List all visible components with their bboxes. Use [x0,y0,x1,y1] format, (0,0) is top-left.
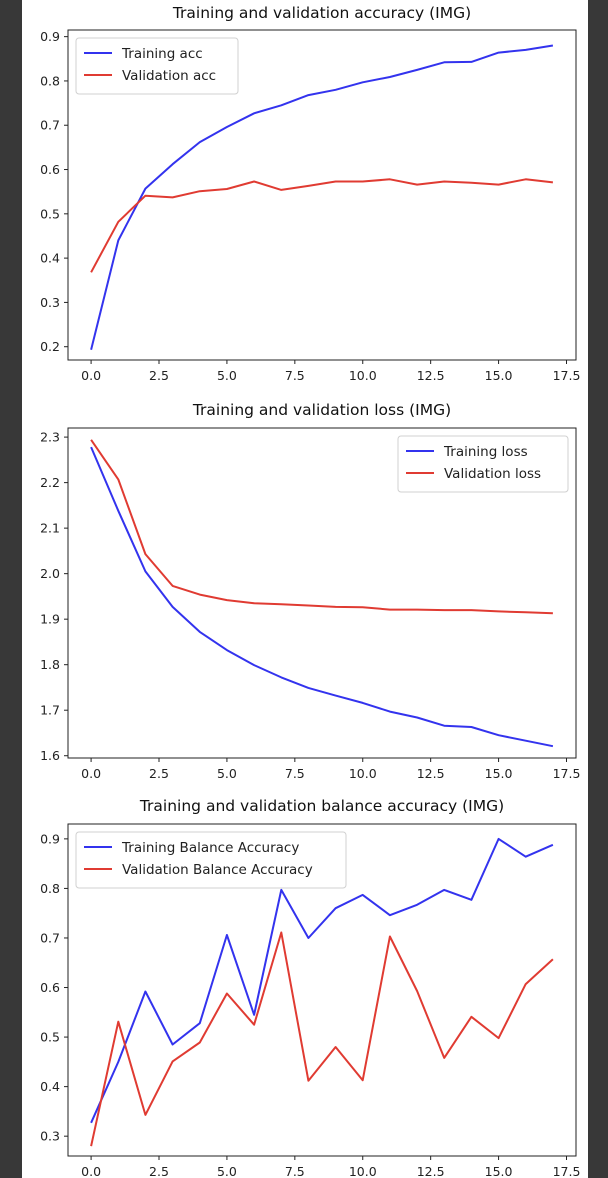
y-tick-label: 0.8 [40,73,60,88]
x-tick-label: 17.5 [553,766,581,781]
y-tick-label: 0.3 [40,1129,60,1144]
x-tick-label: 12.5 [417,368,445,383]
y-tick-label: 0.4 [40,251,60,266]
series-line-training [90,44,554,351]
series-line-training [90,837,554,1124]
legend-box [75,37,239,95]
y-tick-label: 2.3 [40,430,60,445]
y-tick-label: 0.5 [40,1030,60,1045]
x-tick-label: 12.5 [417,766,445,781]
y-tick-label: 0.3 [40,295,60,310]
series-line-validation [90,931,554,1147]
legend: Training Balance Accuracy Validation Bala… [75,831,347,889]
y-tick-label: 0.9 [40,29,60,44]
y-tick-label: 0.8 [40,881,60,896]
chart-3: Training and validation balance accuracy… [40,797,580,1178]
x-tick-label: 2.5 [149,1164,169,1178]
legend: Training acc Validation acc [75,37,239,95]
y-tick-label: 1.8 [40,657,60,672]
y-tick-label: 1.7 [40,703,60,718]
y-tick-label: 2.0 [40,566,60,581]
x-tick-label: 17.5 [553,368,581,383]
chart-1: Training and validation accuracy (IMG) 0.… [40,4,580,383]
legend-label: Training loss [443,444,528,460]
legend-label: Validation loss [444,466,541,482]
y-tick-label: 2.1 [40,521,60,536]
x-tick-label: 7.5 [285,766,305,781]
legend-label: Training Balance Accuracy [121,840,299,856]
y-tick-label: 0.2 [40,339,60,354]
x-tick-label: 5.0 [217,1164,237,1178]
y-tick-label: 0.5 [40,206,60,221]
legend-box [75,831,347,889]
legend-label: Training acc [121,46,203,62]
x-tick-label: 10.0 [349,368,377,383]
x-tick-label: 5.0 [217,368,237,383]
y-tick-label: 1.6 [40,748,60,763]
x-tick-label: 0.0 [81,766,101,781]
legend: Training loss Validation loss [397,435,569,493]
legend-label: Validation Balance Accuracy [122,862,313,878]
x-tick-label: 17.5 [553,1164,581,1178]
x-tick-label: 7.5 [285,1164,305,1178]
y-tick-label: 2.2 [40,475,60,490]
y-tick-label: 0.9 [40,831,60,846]
x-tick-label: 2.5 [149,766,169,781]
x-tick-label: 5.0 [217,766,237,781]
series-line-training [90,446,554,748]
y-tick-label: 1.9 [40,612,60,627]
x-tick-label: 15.0 [485,766,513,781]
x-tick-label: 10.0 [349,766,377,781]
legend-label: Validation acc [122,68,216,84]
chart-2: Training and validation loss (IMG) 0.0 2.5… [40,401,580,781]
chart-title: Training and validation loss (IMG) [192,401,451,419]
plot-frame [67,427,577,759]
x-tick-label: 15.0 [485,368,513,383]
plot-frame [67,29,577,361]
y-tick-label: 0.6 [40,980,60,995]
series-line-validation [90,178,554,273]
x-tick-label: 7.5 [285,368,305,383]
x-tick-label: 12.5 [417,1164,445,1178]
charts-canvas: Training and validation accuracy (IMG) 0.… [40,4,580,1178]
plot-frame [67,823,577,1157]
x-tick-label: 15.0 [485,1164,513,1178]
x-tick-label: 0.0 [81,1164,101,1178]
y-tick-label: 0.7 [40,118,60,133]
chart-title: Training and validation accuracy (IMG) [172,4,471,22]
chart-title: Training and validation balance accuracy… [139,797,504,815]
y-tick-label: 0.4 [40,1079,60,1094]
series-line-validation [90,439,553,615]
y-tick-label: 0.6 [40,162,60,177]
x-tick-label: 2.5 [149,368,169,383]
x-tick-label: 0.0 [81,368,101,383]
y-tick-label: 0.7 [40,930,60,945]
figure: Training and validation accuracy (IMG) 0.… [22,0,588,1178]
x-tick-label: 10.0 [349,1164,377,1178]
legend-box [397,435,569,493]
